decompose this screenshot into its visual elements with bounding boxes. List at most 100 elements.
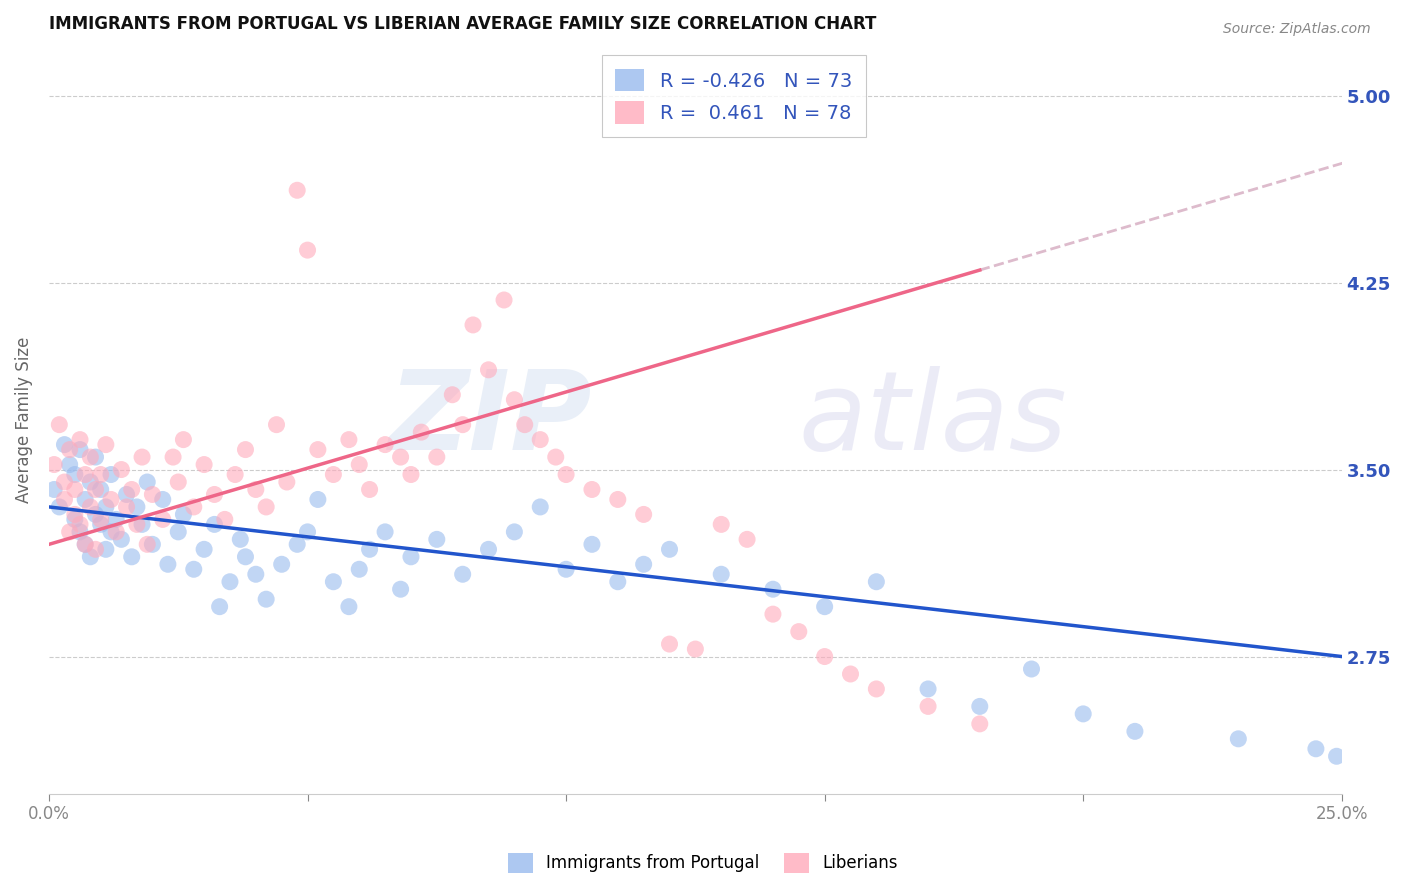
- Point: [658, 542, 681, 557]
- Point: [75, 492, 97, 507]
- Point: [544, 450, 567, 464]
- Point: [105, 512, 128, 526]
- Point: [477, 542, 499, 557]
- Point: [53, 437, 76, 451]
- Point: [121, 483, 143, 497]
- Point: [152, 512, 174, 526]
- Point: [266, 417, 288, 432]
- Point: [121, 549, 143, 564]
- Point: [322, 467, 344, 482]
- Point: [1021, 662, 1043, 676]
- Point: [156, 558, 179, 572]
- Point: [84, 450, 107, 464]
- Point: [193, 458, 215, 472]
- Point: [276, 475, 298, 489]
- Point: [633, 508, 655, 522]
- Point: [359, 542, 381, 557]
- Point: [125, 517, 148, 532]
- Point: [555, 562, 578, 576]
- Point: [136, 537, 159, 551]
- Point: [59, 524, 82, 539]
- Point: [1227, 731, 1250, 746]
- Point: [115, 500, 138, 514]
- Point: [84, 483, 107, 497]
- Point: [75, 537, 97, 551]
- Point: [322, 574, 344, 589]
- Point: [297, 243, 319, 257]
- Point: [167, 475, 190, 489]
- Point: [84, 542, 107, 557]
- Point: [69, 524, 91, 539]
- Point: [606, 492, 628, 507]
- Point: [90, 512, 112, 526]
- Point: [229, 533, 252, 547]
- Point: [219, 574, 242, 589]
- Point: [307, 492, 329, 507]
- Point: [90, 483, 112, 497]
- Point: [1326, 749, 1348, 764]
- Point: [349, 458, 371, 472]
- Text: ZIP: ZIP: [388, 367, 592, 473]
- Point: [254, 592, 277, 607]
- Point: [285, 537, 308, 551]
- Point: [110, 462, 132, 476]
- Point: [204, 487, 226, 501]
- Point: [451, 567, 474, 582]
- Point: [710, 517, 733, 532]
- Point: [865, 681, 887, 696]
- Point: [44, 458, 66, 472]
- Point: [389, 582, 412, 597]
- Point: [94, 500, 117, 514]
- Point: [349, 562, 371, 576]
- Point: [125, 500, 148, 514]
- Point: [1071, 706, 1094, 721]
- Point: [183, 562, 205, 576]
- Point: [399, 467, 422, 482]
- Point: [374, 437, 396, 451]
- Point: [90, 467, 112, 482]
- Point: [606, 574, 628, 589]
- Point: [115, 487, 138, 501]
- Point: [167, 524, 190, 539]
- Point: [245, 567, 267, 582]
- Point: [100, 467, 122, 482]
- Point: [529, 500, 551, 514]
- Point: [735, 533, 758, 547]
- Point: [63, 512, 86, 526]
- Point: [79, 500, 101, 514]
- Point: [969, 717, 991, 731]
- Point: [94, 437, 117, 451]
- Point: [224, 467, 246, 482]
- Point: [555, 467, 578, 482]
- Point: [110, 533, 132, 547]
- Point: [63, 483, 86, 497]
- Point: [307, 442, 329, 457]
- Point: [492, 293, 515, 307]
- Point: [131, 450, 153, 464]
- Point: [685, 642, 707, 657]
- Point: [451, 417, 474, 432]
- Point: [917, 681, 939, 696]
- Text: atlas: atlas: [799, 367, 1067, 473]
- Point: [1123, 724, 1146, 739]
- Point: [44, 483, 66, 497]
- Point: [461, 318, 484, 332]
- Point: [581, 537, 603, 551]
- Point: [69, 442, 91, 457]
- Point: [477, 363, 499, 377]
- Text: IMMIGRANTS FROM PORTUGAL VS LIBERIAN AVERAGE FAMILY SIZE CORRELATION CHART: IMMIGRANTS FROM PORTUGAL VS LIBERIAN AVE…: [49, 15, 876, 33]
- Point: [374, 524, 396, 539]
- Point: [204, 517, 226, 532]
- Point: [814, 599, 837, 614]
- Point: [100, 524, 122, 539]
- Point: [969, 699, 991, 714]
- Point: [503, 524, 526, 539]
- Point: [426, 533, 449, 547]
- Point: [917, 699, 939, 714]
- Point: [839, 667, 862, 681]
- Point: [245, 483, 267, 497]
- Point: [79, 450, 101, 464]
- Point: [193, 542, 215, 557]
- Point: [131, 517, 153, 532]
- Point: [359, 483, 381, 497]
